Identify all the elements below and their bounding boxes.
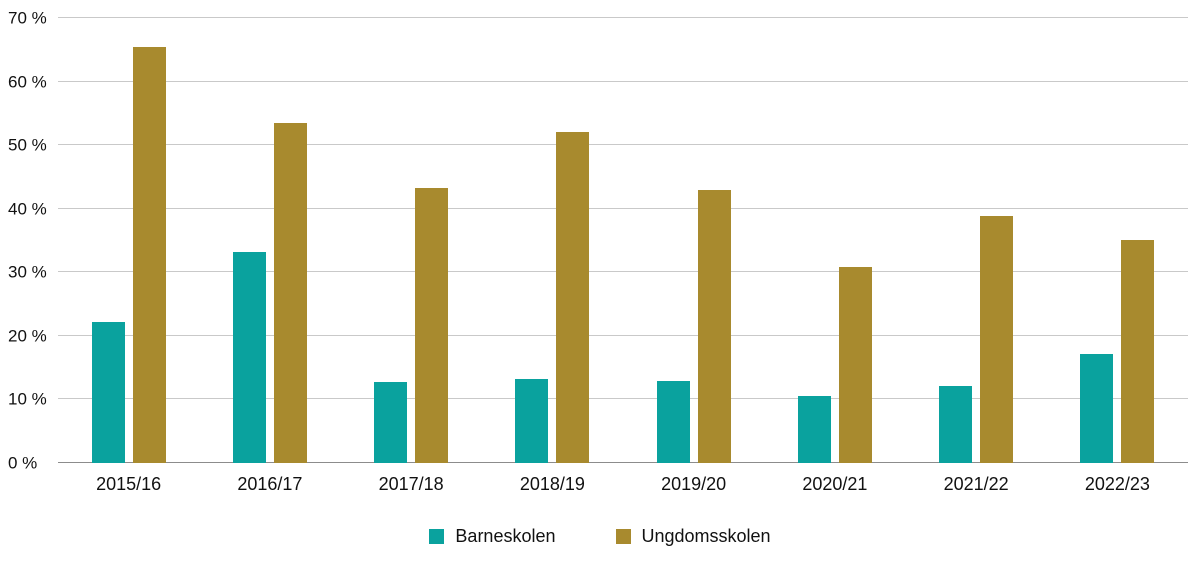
y-tick-label: 0 % <box>8 453 38 473</box>
gridline <box>58 17 1188 18</box>
x-tick-label: 2020/21 <box>802 474 868 494</box>
bar-groups <box>58 18 1188 463</box>
gridline <box>58 144 1188 146</box>
gridlines <box>58 17 1188 463</box>
bar-barneskolen <box>232 251 266 463</box>
bar-group <box>341 18 482 463</box>
legend-item-barneskolen: Barneskolen <box>429 526 556 547</box>
gridline <box>58 207 1188 209</box>
gridline <box>58 334 1188 336</box>
y-axis-labels: 0 % 10 % 20 % 30 % 40 % 50 % 60 % 70 % <box>0 10 50 472</box>
x-tick-label: 2017/18 <box>378 474 444 494</box>
bar-groups-wrap <box>58 18 1188 463</box>
bar-group <box>482 18 623 463</box>
bar-ungdomsskolen <box>556 132 590 463</box>
gridline <box>58 398 1188 400</box>
gridline <box>58 80 1188 82</box>
bar-ungdomsskolen <box>132 46 166 463</box>
x-tick-label: 2015/16 <box>96 474 162 494</box>
y-tick-label: 20 % <box>8 326 47 346</box>
legend-swatch-icon <box>615 529 631 544</box>
bar-barneskolen <box>656 381 690 463</box>
y-tick-label: 40 % <box>8 199 47 219</box>
bar-group <box>58 18 199 463</box>
x-axis-labels: 2015/16 2016/17 2017/18 2018/19 2019/20 2020/… <box>58 474 1188 495</box>
bar-barneskolen <box>515 379 549 463</box>
bar-ungdomsskolen <box>697 189 731 463</box>
bar-ungdomsskolen <box>838 266 872 463</box>
legend-label: Ungdomsskolen <box>641 526 771 546</box>
legend: Barneskolen Ungdomsskolen <box>0 526 1200 547</box>
x-axis-line <box>58 462 1188 463</box>
legend-item-ungdomsskolen: Ungdomsskolen <box>615 526 771 547</box>
y-tick-label: 50 % <box>8 135 47 155</box>
bar-ungdomsskolen <box>980 215 1014 463</box>
y-tick-label: 30 % <box>8 262 47 282</box>
bar-barneskolen <box>939 386 973 463</box>
bar-group <box>1047 18 1188 463</box>
bar-group <box>906 18 1047 463</box>
y-tick-label: 10 % <box>8 389 47 409</box>
bar-barneskolen <box>797 395 831 463</box>
legend-swatch-icon <box>429 529 445 544</box>
bar-group <box>764 18 905 463</box>
y-tick-label: 60 % <box>8 72 47 92</box>
bar-ungdomsskolen <box>1121 239 1155 463</box>
bar-ungdomsskolen <box>273 122 307 463</box>
legend-label: Barneskolen <box>455 526 556 546</box>
bar-barneskolen <box>1080 354 1114 463</box>
x-tick-label: 2021/22 <box>943 474 1009 494</box>
bar-ungdomsskolen <box>415 188 449 463</box>
gridline <box>58 271 1188 273</box>
x-tick-label: 2018/19 <box>519 474 585 494</box>
y-tick-label: 70 % <box>8 8 47 28</box>
plot-area <box>58 17 1188 463</box>
x-tick-label: 2019/20 <box>661 474 727 494</box>
bar-group <box>199 18 340 463</box>
x-tick-label: 2016/17 <box>237 474 303 494</box>
x-tick-label: 2022/23 <box>1084 474 1150 494</box>
bar-barneskolen <box>91 321 125 463</box>
bar-group <box>623 18 764 463</box>
bar-barneskolen <box>374 382 408 463</box>
